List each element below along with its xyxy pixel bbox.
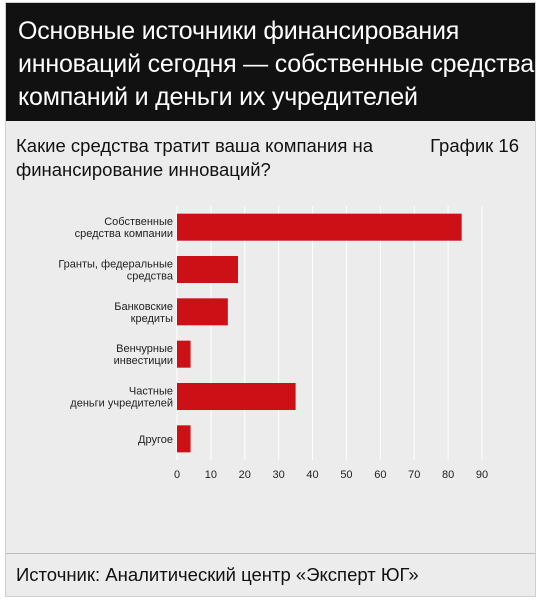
category-label: Венчурные инвестиции: [114, 343, 173, 367]
x-tick-label: 0: [174, 469, 180, 481]
infographic-panel: Основные источники финансирования иннова…: [5, 2, 536, 597]
x-tick-label: 30: [273, 469, 285, 481]
title-line-3: компаний и деньги их учредителей: [18, 83, 418, 111]
x-tick-label: 50: [340, 469, 352, 481]
x-tick-label: 70: [408, 469, 420, 481]
chart-question: Какие средства тратит ваша компания на ф…: [16, 135, 373, 180]
category-label: Частные деньги учредителей: [70, 386, 173, 410]
title-line-1: Основные источники финансирования: [18, 17, 460, 45]
bar-1: [177, 256, 238, 283]
title-line-2: инноваций сегодня — собственные средства: [18, 50, 534, 78]
x-tick-label: 20: [239, 469, 251, 481]
category-label: Гранты, федеральные средства: [58, 259, 174, 283]
source-footer: Источник: Аналитический центр «Эксперт Ю…: [6, 553, 535, 596]
bar-2: [177, 298, 228, 326]
bar-4: [177, 383, 296, 410]
category-label: Собственные средства компании: [75, 216, 173, 240]
bar-5: [177, 425, 191, 453]
x-tick-label: 10: [205, 469, 217, 481]
bar-3: [177, 340, 191, 368]
graph-number: График 16: [430, 135, 519, 156]
x-tick-label: 40: [306, 469, 318, 481]
category-label: Банковские кредиты: [114, 301, 173, 325]
bar-chart: Собственные средства компании Гранты, феде…: [6, 198, 537, 498]
x-tick-label: 90: [476, 469, 488, 481]
x-tick-label: 60: [374, 469, 386, 481]
x-tick-label: 80: [442, 469, 454, 481]
header-banner: Основные источники финансирования иннова…: [6, 3, 535, 121]
bar-0: [177, 213, 462, 241]
chart-svg: Собственные средства компании Гранты, феде…: [58, 206, 488, 481]
category-label: Другое: [138, 434, 173, 446]
